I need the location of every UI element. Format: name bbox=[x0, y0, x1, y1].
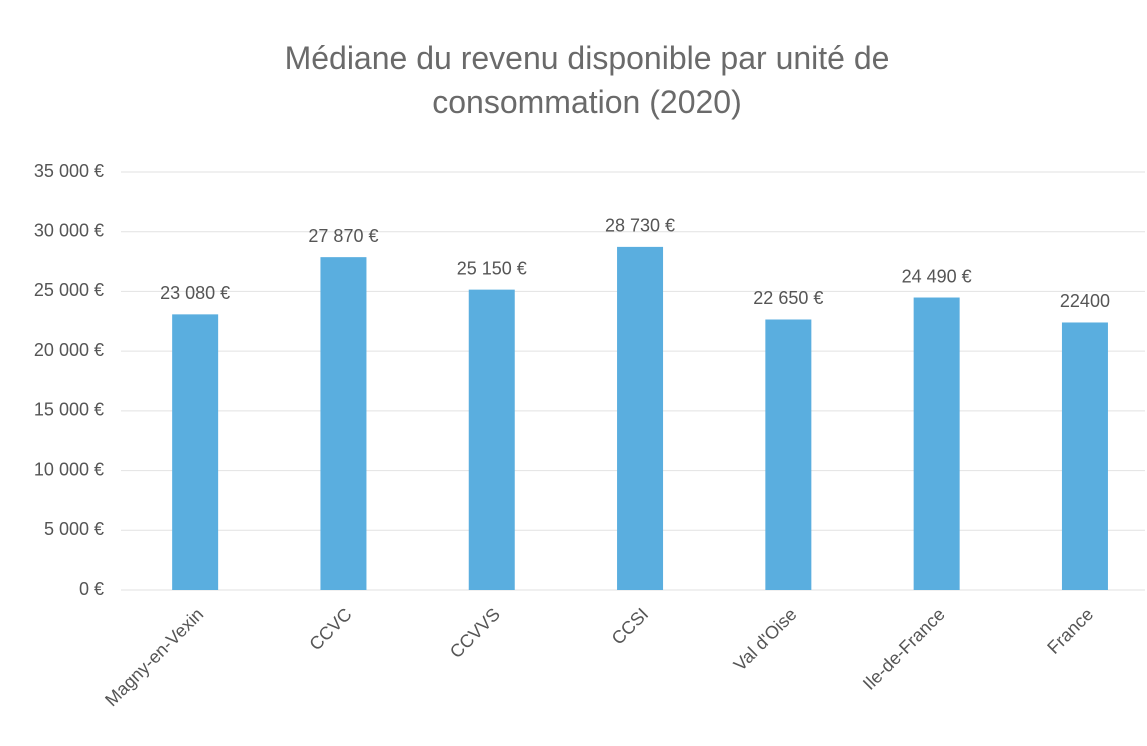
x-tick-label: Ile-de-France bbox=[859, 604, 949, 694]
y-tick-label: 25 000 € bbox=[34, 280, 104, 300]
value-label: 25 150 € bbox=[457, 258, 527, 278]
chart-title: Médiane du revenu disponible par unité d… bbox=[284, 40, 890, 120]
value-label: 23 080 € bbox=[160, 283, 230, 303]
bar bbox=[913, 297, 960, 590]
bar bbox=[1061, 322, 1108, 590]
bar bbox=[765, 319, 812, 590]
y-tick-label: 15 000 € bbox=[34, 400, 104, 420]
y-tick-label: 35 000 € bbox=[34, 161, 104, 181]
value-label: 24 490 € bbox=[902, 266, 972, 286]
value-label: 28 730 € bbox=[605, 216, 675, 236]
y-tick-label: 30 000 € bbox=[34, 220, 104, 240]
x-tick-label: France bbox=[1043, 604, 1097, 658]
x-tick-label: Val d'Oise bbox=[730, 604, 801, 675]
x-tick-label: CCVC bbox=[305, 604, 355, 654]
bar bbox=[172, 314, 219, 590]
value-label: 22400 bbox=[1060, 291, 1110, 311]
bar bbox=[617, 246, 664, 590]
x-tick-label: CCSI bbox=[608, 604, 653, 649]
y-tick-label: 10 000 € bbox=[34, 459, 104, 479]
x-tick-label: CCVVS bbox=[446, 604, 504, 662]
x-tick-label: Magny-en-Vexin bbox=[101, 604, 207, 710]
bar bbox=[468, 289, 515, 590]
y-tick-label: 5 000 € bbox=[44, 519, 104, 539]
y-tick-label: 20 000 € bbox=[34, 340, 104, 360]
bar bbox=[320, 257, 367, 590]
value-label: 22 650 € bbox=[753, 288, 823, 308]
y-tick-label: 0 € bbox=[79, 579, 104, 599]
value-label: 27 870 € bbox=[308, 226, 378, 246]
